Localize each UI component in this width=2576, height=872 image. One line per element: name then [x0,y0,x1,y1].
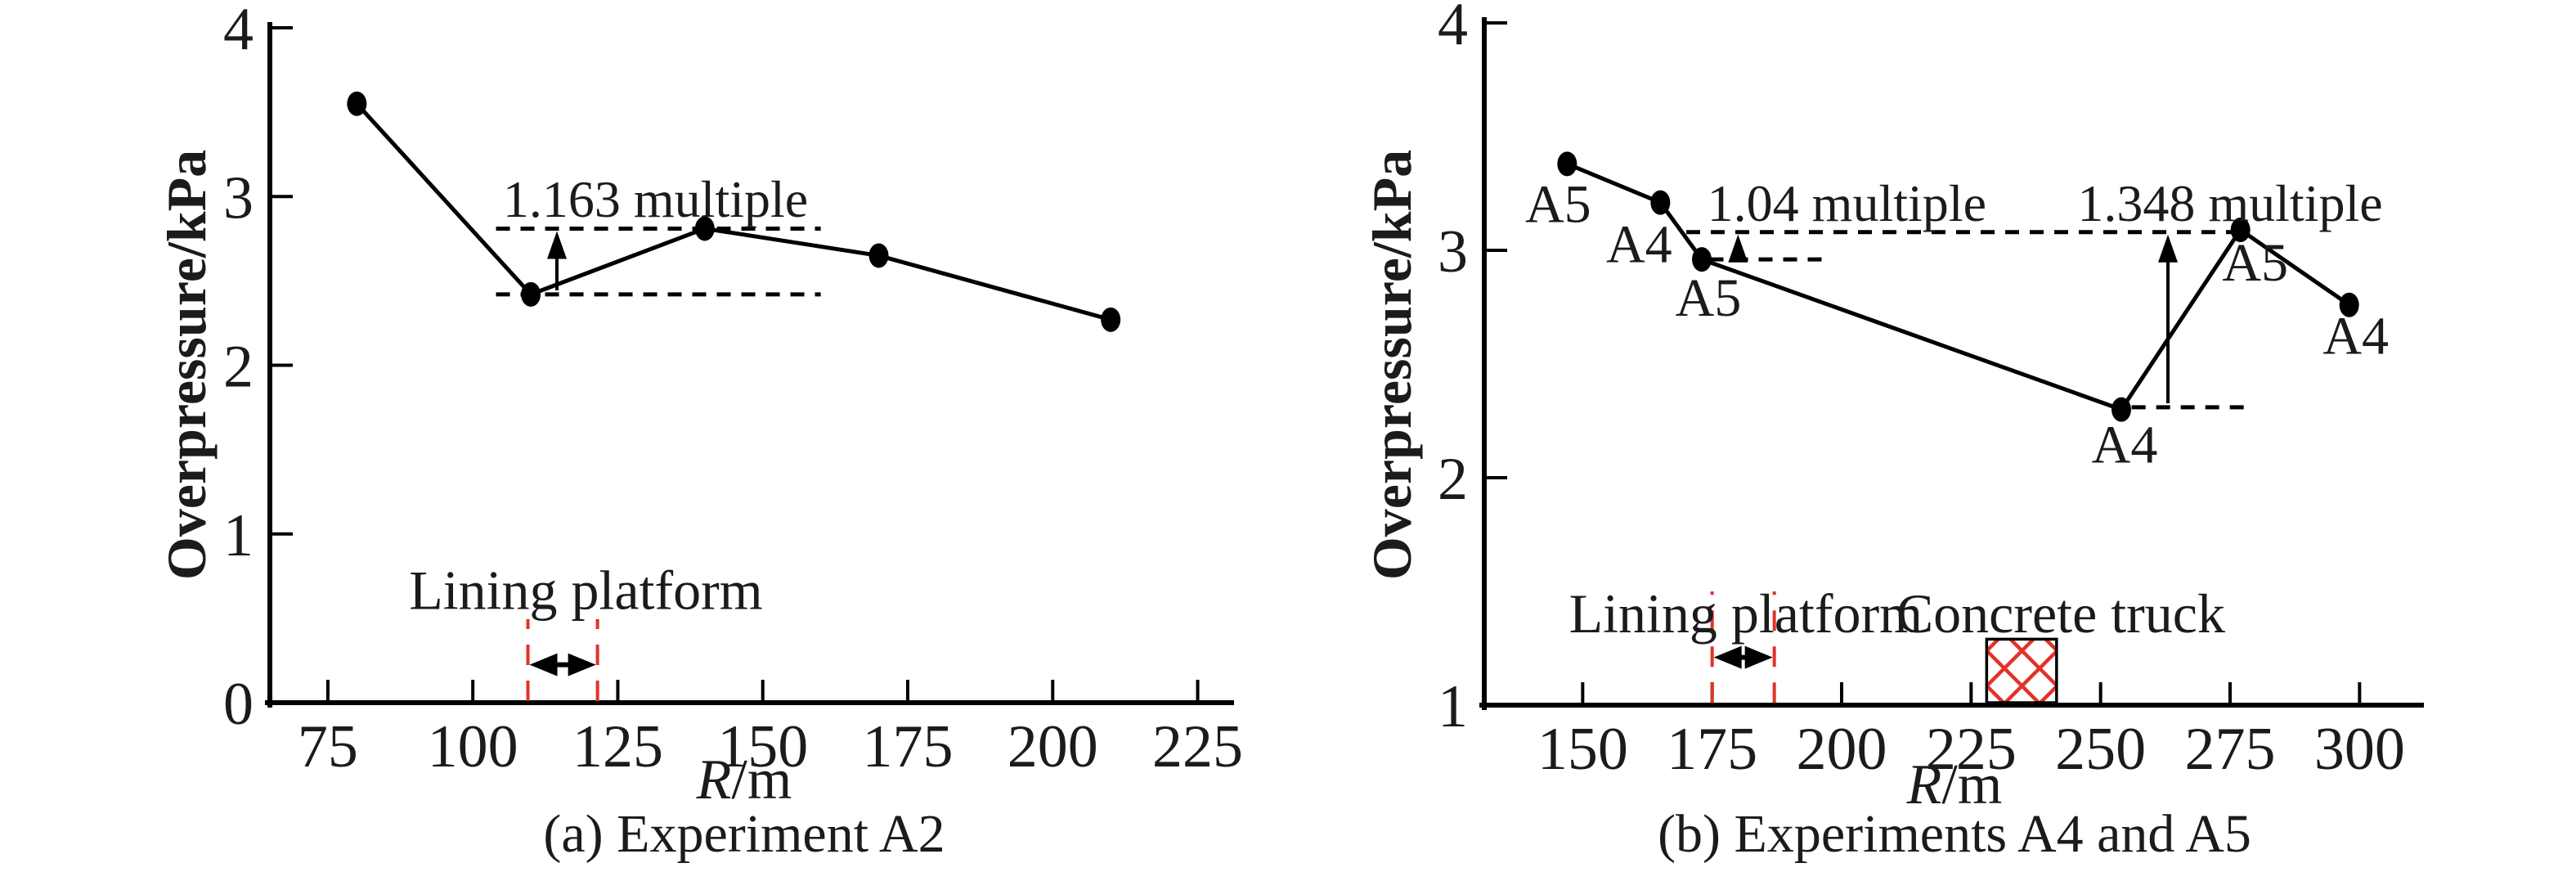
point-label: A4 [2092,416,2158,475]
concrete-truck-label: Concrete truck [1896,582,2225,645]
x-axis-unit-a: /m [731,748,792,811]
x-tick-label: 200 [1797,716,1887,783]
y-axis-title-b: Overpressure/kPa [1361,149,1423,581]
point-label: A5 [2222,233,2288,293]
concrete-truck-block [1985,637,2058,704]
x-axis-variable-b: R [1906,753,1942,816]
platform-arrow-head-left [529,653,558,676]
x-tick-label: 175 [863,713,954,780]
y-tick-label: 4 [223,0,254,63]
x-tick-label: 125 [572,713,663,780]
x-axis-title-b: R/m [1791,754,2118,816]
platform-arrow-head-left [1713,645,1742,669]
x-tick-label: 200 [1008,713,1098,780]
x-tick-label: 225 [1152,713,1243,780]
y-tick-label: 3 [1438,218,1468,285]
series-line [1566,162,2351,412]
y-tick-label: 3 [223,164,254,231]
data-point [868,243,889,268]
point-label: A5 [1525,174,1591,234]
data-point [1692,247,1712,272]
caption-b: (b) Experiments A4 and A5 [1658,804,2251,864]
x-tick-label: 300 [2314,716,2405,783]
platform-arrow-head-right [568,653,596,676]
x-tick-label: 250 [2055,716,2146,783]
platform-label: Lining platform [1569,582,1923,645]
data-point [1101,307,1121,332]
data-point [2112,397,2131,422]
platform-label: Lining platform [409,560,762,622]
multiple-arrow-head [2158,234,2178,263]
point-label: A4 [1606,215,1672,275]
multiple-label: 1.348 multiple [2077,174,2382,232]
x-axis-title-a: R/m [581,749,908,811]
x-tick-label: 175 [1667,716,1757,783]
y-axis-title-a: Overpressure/kPa [155,149,218,581]
data-point [2230,217,2251,242]
x-tick-label: 225 [1926,716,2017,783]
multiple-arrow-head [547,231,567,259]
multiple-label: 1.163 multiple [503,170,808,228]
data-point [694,216,715,241]
data-point [1650,190,1671,215]
x-tick-label: 75 [298,713,358,780]
x-tick-label: 275 [2185,716,2276,783]
caption-a: (a) Experiment A2 [543,804,945,864]
y-tick-label: 2 [1438,446,1468,513]
y-tick-label: 2 [223,334,254,401]
data-point [521,281,541,307]
point-label: A5 [1676,268,1742,328]
y-tick-label: 4 [1438,0,1468,58]
data-point [2339,292,2359,317]
x-tick-label: 150 [717,713,808,780]
data-point [347,91,367,116]
point-label: A4 [2322,307,2389,366]
x-axis-variable-a: R [696,748,732,811]
multiple-arrow-head [1728,234,1748,263]
y-tick-label: 1 [1438,673,1468,740]
chart-panel-a: 75 100 125 150 175 200 225 0 1 2 3 4 1.163 multiple L… [223,0,1243,780]
chart-panel-b: 150 175 200 225 250 275 3001234A5A4A5A4A5A41.0… [1438,0,2424,783]
y-tick-label: 1 [223,502,254,569]
y-tick-label: 0 [223,671,254,738]
data-point [1557,151,1577,177]
multiple-label: 1.04 multiple [1708,174,1986,232]
platform-arrow-head-right [1744,645,1773,669]
x-axis-unit-b: /m [1941,753,2003,816]
x-tick-label: 100 [428,713,518,780]
x-tick-label: 150 [1537,716,1628,783]
